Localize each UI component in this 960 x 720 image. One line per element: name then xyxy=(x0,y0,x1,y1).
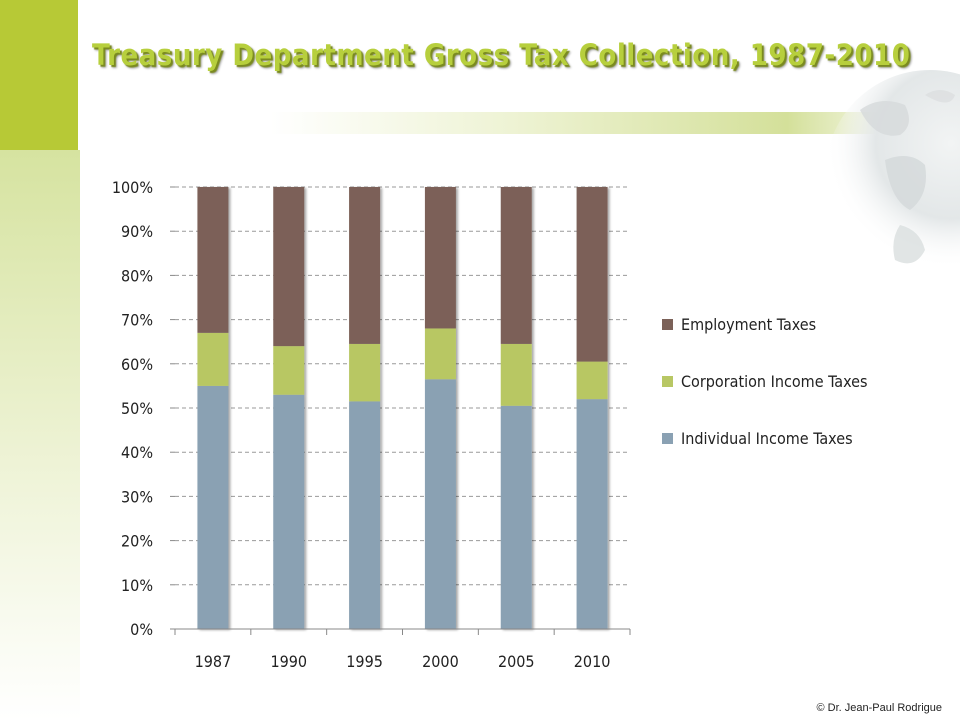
legend: Employment Taxes Corporation Income Taxes… xyxy=(662,315,867,448)
y-tick-label: 90% xyxy=(121,222,153,241)
bar-stack xyxy=(576,187,608,629)
bar-employment-taxes xyxy=(197,187,229,333)
bar-corporation-income-taxes xyxy=(349,343,381,402)
legend-swatch xyxy=(662,319,673,330)
bar-stack xyxy=(197,187,229,629)
legend-label: Employment Taxes xyxy=(681,315,816,334)
title-band xyxy=(270,112,960,134)
gridlines xyxy=(170,186,630,630)
x-tick-label: 1987 xyxy=(195,652,232,671)
x-tick-label: 2005 xyxy=(498,652,535,671)
x-tick-label: 2010 xyxy=(574,652,611,671)
bars xyxy=(197,187,608,629)
bar-stack xyxy=(349,187,381,629)
bar-individual-income-taxes xyxy=(197,385,229,629)
bar-employment-taxes xyxy=(349,187,381,344)
y-axis-labels: 0% 10% 20% 30% 40% 50% 60% 70% 80% 90% 100% xyxy=(112,178,153,639)
y-tick-label: 100% xyxy=(112,178,153,197)
y-tick-label: 10% xyxy=(121,576,153,595)
y-tick-label: 80% xyxy=(121,266,153,285)
globe-watermark-icon xyxy=(825,70,960,280)
y-tick-label: 60% xyxy=(121,355,153,374)
bar-individual-income-taxes xyxy=(273,394,305,629)
y-tick-label: 20% xyxy=(121,532,153,551)
slide-title: Treasury Department Gross Tax Collection… xyxy=(92,38,911,72)
x-axis xyxy=(174,628,631,635)
legend-swatch xyxy=(662,433,673,444)
x-tick-label: 1990 xyxy=(270,652,307,671)
bar-corporation-income-taxes xyxy=(273,346,305,395)
legend-label: Corporation Income Taxes xyxy=(681,372,867,391)
bar-individual-income-taxes xyxy=(576,399,608,629)
bar-employment-taxes xyxy=(576,187,608,362)
y-tick-label: 70% xyxy=(121,311,153,330)
bar-stack xyxy=(424,187,456,629)
y-tick-label: 0% xyxy=(130,620,153,639)
bar-corporation-income-taxes xyxy=(576,361,608,400)
bar-corporation-income-taxes xyxy=(424,328,456,380)
bar-individual-income-taxes xyxy=(500,405,532,629)
bar-corporation-income-taxes xyxy=(500,343,532,406)
bar-individual-income-taxes xyxy=(424,379,456,629)
bar-corporation-income-taxes xyxy=(197,332,229,386)
bar-employment-taxes xyxy=(273,187,305,347)
y-tick-label: 30% xyxy=(121,487,153,506)
bar-individual-income-taxes xyxy=(349,401,381,629)
bar-employment-taxes xyxy=(500,187,532,344)
bar-stack xyxy=(273,187,305,629)
bar-employment-taxes xyxy=(424,187,456,329)
legend-label: Individual Income Taxes xyxy=(681,429,853,448)
x-axis-labels: 1987 1990 1995 2000 2005 2010 xyxy=(195,652,611,671)
side-gradient-strip xyxy=(0,150,80,720)
copyright-text: © Dr. Jean-Paul Rodrigue xyxy=(816,702,942,714)
accent-block xyxy=(0,0,78,150)
x-tick-label: 2000 xyxy=(422,652,459,671)
bar-stack xyxy=(500,187,532,629)
y-tick-label: 50% xyxy=(121,399,153,418)
x-tick-label: 1995 xyxy=(346,652,383,671)
legend-swatch xyxy=(662,376,673,387)
y-tick-label: 40% xyxy=(121,443,153,462)
